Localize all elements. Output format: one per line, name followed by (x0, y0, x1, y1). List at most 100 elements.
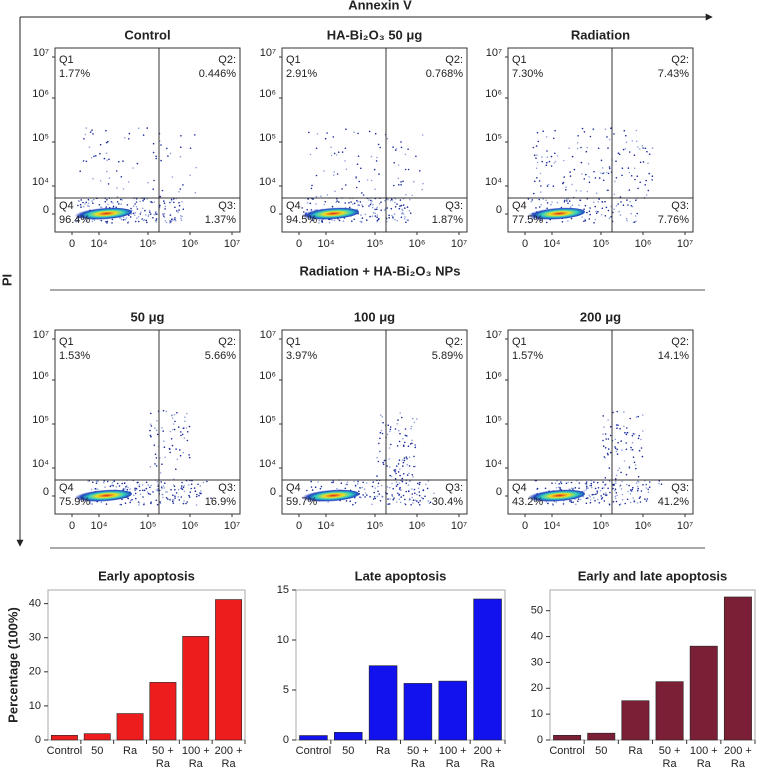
event-dot (390, 207, 393, 210)
event-dot (604, 447, 607, 449)
event-dot (400, 184, 402, 186)
event-dot (603, 487, 605, 489)
bar (587, 732, 616, 741)
event-dot (642, 147, 644, 149)
event-dot (593, 201, 595, 204)
y-tick-label: 15 (277, 584, 289, 596)
event-dot (635, 482, 638, 484)
event-dot (165, 221, 168, 224)
event-dot (556, 155, 559, 157)
quadrant-value: 1.37% (205, 214, 236, 226)
event-dot (399, 486, 401, 489)
event-dot (175, 210, 178, 212)
event-dot (320, 195, 322, 197)
event-dot (631, 449, 634, 451)
event-dot (149, 434, 152, 437)
x-tick-label: 50 + Ra (659, 745, 681, 770)
event-dot (380, 201, 382, 203)
event-dot (540, 185, 542, 187)
event-dot (155, 429, 158, 432)
event-dot (169, 152, 172, 155)
event-dot (395, 465, 398, 467)
event-dot (406, 463, 409, 466)
x-tick-label: 10⁶ (635, 520, 652, 532)
event-dot (393, 497, 395, 499)
event-dot (585, 497, 588, 500)
event-dot (164, 208, 166, 210)
event-dot (345, 128, 347, 130)
event-dot (116, 187, 118, 189)
flow-plot: Control Q1 1.77% Q2: 0.446% Q3: 1.37% Q4 96.4% 0 1… (32, 27, 241, 250)
event-dot (353, 480, 355, 483)
event-dot (131, 498, 133, 501)
density-blob (68, 207, 132, 221)
event-dot (180, 217, 182, 220)
event-dot (538, 206, 541, 208)
y-tick-label: 0 (43, 486, 49, 498)
event-dot (163, 487, 166, 489)
event-dot (411, 496, 413, 499)
event-dot (419, 170, 421, 172)
event-dot (625, 442, 627, 444)
event-dot (190, 487, 192, 490)
event-dot (577, 498, 580, 500)
event-dot (165, 497, 168, 499)
event-dot (411, 488, 413, 490)
event-dot (625, 432, 628, 434)
event-dot (106, 222, 108, 224)
event-dot (381, 495, 383, 498)
event-dot (345, 168, 348, 170)
event-dot (106, 159, 108, 161)
event-dot (626, 427, 628, 429)
event-dot (613, 208, 615, 210)
event-dot (414, 446, 417, 449)
event-dot (187, 484, 190, 486)
event-dot (169, 499, 171, 501)
event-dot (165, 410, 168, 413)
event-dot (535, 207, 537, 209)
event-dot (576, 147, 579, 150)
event-dot (537, 140, 539, 143)
event-dot (565, 189, 567, 191)
event-dot (147, 492, 150, 495)
event-dot (546, 185, 549, 187)
event-dot (188, 454, 190, 456)
event-dot (161, 463, 163, 465)
event-dot (159, 502, 162, 505)
event-dot (630, 212, 632, 215)
event-dot (198, 494, 200, 497)
event-dot (586, 497, 589, 499)
quadrant-name: Q4 (286, 200, 301, 212)
event-dot (396, 483, 399, 486)
event-dot (604, 477, 607, 479)
event-dot (394, 149, 397, 151)
event-dot (301, 207, 303, 209)
event-dot (606, 452, 609, 455)
event-dot (428, 502, 431, 505)
event-dot (374, 487, 376, 489)
event-dot (371, 200, 373, 202)
event-dot (569, 171, 571, 173)
event-dot (625, 483, 628, 486)
event-dot (180, 215, 182, 217)
event-dot (163, 216, 166, 218)
event-dot (647, 491, 650, 493)
quadrant-value: 94.5% (286, 214, 317, 226)
event-dot (155, 155, 157, 158)
event-dot (134, 489, 136, 491)
event-dot (147, 484, 150, 486)
event-dot (200, 490, 202, 492)
event-dot (92, 177, 94, 180)
event-dot (399, 501, 402, 504)
event-dot (396, 219, 399, 222)
event-dot (315, 203, 317, 205)
event-dot (391, 494, 393, 496)
quadrant-name: Q3: (218, 482, 236, 494)
event-dot (632, 497, 634, 499)
x-tick-label: 50 (595, 745, 607, 757)
plot-frame (281, 329, 468, 515)
event-dot (394, 201, 396, 204)
event-dot (377, 485, 379, 488)
event-dot (172, 498, 174, 501)
y-tick-label: 10⁷ (486, 47, 502, 59)
